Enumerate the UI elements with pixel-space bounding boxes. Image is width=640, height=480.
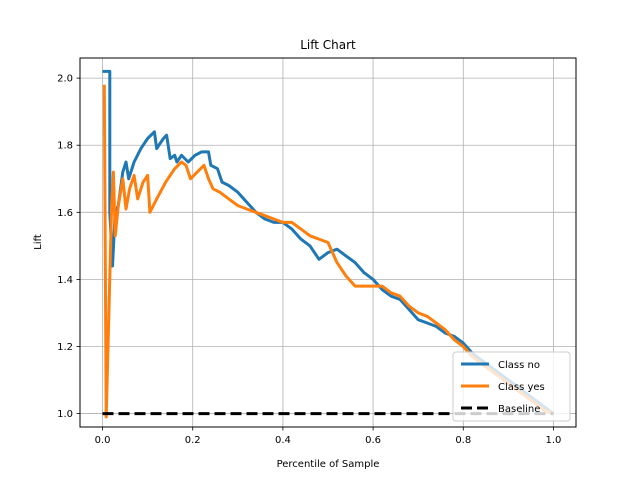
y-tick-label: 1.8	[57, 141, 73, 152]
x-tick-label: 1.0	[546, 435, 562, 446]
chart-title: Lift Chart	[300, 38, 356, 52]
y-tick-label: 1.6	[57, 208, 73, 219]
legend: Class no Class yes Baseline	[452, 351, 571, 422]
x-tick-label: 0.6	[365, 435, 381, 446]
y-tick-label: 1.4	[57, 275, 73, 286]
x-tick-label: 0.2	[185, 435, 201, 446]
y-tick-label: 2.0	[57, 74, 73, 85]
legend-label-baseline: Baseline	[498, 404, 540, 415]
plot-frame	[79, 57, 577, 428]
y-tick-label: 1.2	[57, 342, 73, 353]
x-tick-label: 0.0	[95, 435, 111, 446]
legend-label-class-yes: Class yes	[498, 382, 545, 393]
y-tick-label: 1.0	[57, 409, 73, 420]
legend-box	[452, 351, 571, 422]
x-tick-label: 0.4	[275, 435, 291, 446]
y-axis-ticks: 1.0 1.2 1.4 1.6 1.8 2.0	[57, 74, 80, 420]
series-line-class-yes	[102, 84, 555, 419]
x-axis-ticks: 0.0 0.2 0.4 0.6 0.8 1.0	[95, 427, 562, 446]
grid-lines	[80, 58, 576, 427]
series-line-class-no	[102, 69, 555, 415]
legend-label-class-no: Class no	[498, 360, 540, 371]
x-axis-label: Percentile of Sample	[277, 459, 380, 470]
x-tick-label: 0.8	[455, 435, 471, 446]
y-axis-label: Lift	[33, 234, 44, 250]
